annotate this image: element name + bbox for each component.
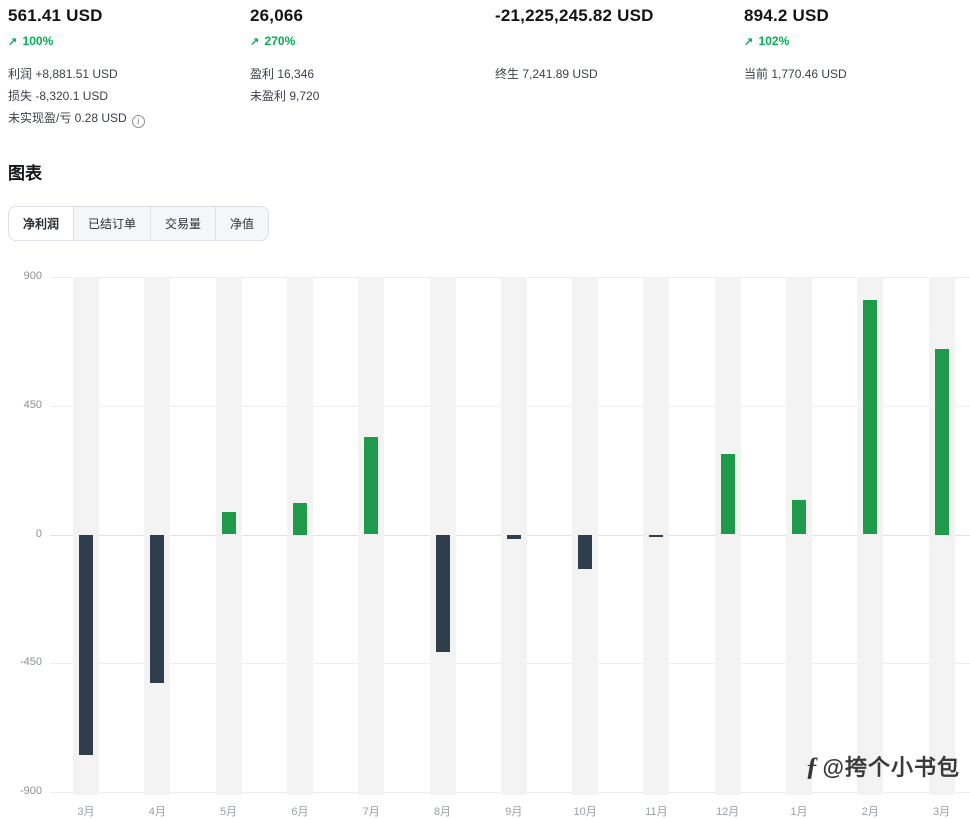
- stat-detail: 终生 7,241.89 USD: [495, 67, 598, 81]
- stat-value: 561.41 USD: [8, 6, 103, 25]
- x-axis-tick-label: 11月: [645, 806, 668, 818]
- y-axis-tick-label: -450: [19, 656, 42, 669]
- chart-tab-2[interactable]: 交易量: [151, 207, 217, 240]
- stat-column: 894.2 USD ↗ 102% 当前 1,770.46 USD: [744, 6, 847, 129]
- x-axis-tick-label: 8月: [433, 806, 452, 818]
- stat-change: [495, 34, 744, 49]
- bar-3月: [79, 534, 93, 755]
- section-title: 图表: [8, 164, 42, 183]
- trend-up-icon: ↗: [250, 36, 260, 48]
- net-profit-bar-chart: 900 450 0 -450 -900 3月 4月 5月 6月 7月 8月 9月 10月 11月 12月 1月…: [0, 267, 970, 819]
- x-axis-tick-label: 6月: [291, 806, 309, 818]
- stat-detail: 当前 1,770.46 USD: [744, 67, 847, 81]
- stat-detail: 损失 -8,320.1 USD: [8, 89, 109, 103]
- stats-row: 561.41 USD ↗ 100% 利润 +8,881.51 USD 损失 -8,32…: [0, 0, 970, 129]
- stat-change: ↗ 102%: [744, 34, 790, 48]
- bar-background-band: [215, 277, 242, 795]
- stat-change: ↗ 270%: [250, 34, 296, 48]
- chart-tab-0[interactable]: 净利润: [9, 207, 75, 240]
- x-axis-tick-label: 3月: [933, 806, 951, 818]
- bar-6月: [292, 503, 307, 535]
- watermark-text: @挎个小书包: [822, 755, 960, 780]
- bar-9月: [506, 534, 521, 539]
- chart-tab-3[interactable]: 净值: [216, 207, 268, 240]
- bar-3月: [934, 348, 949, 535]
- bar-11月: [649, 534, 664, 537]
- x-axis-tick-label: 12月: [716, 806, 740, 818]
- watermark-logo-icon: ƒ: [805, 752, 820, 781]
- watermark: ƒ @挎个小书包: [806, 750, 960, 782]
- stat-detail: 未盈利 9,720: [250, 89, 320, 103]
- bar-5月: [221, 511, 236, 535]
- stat-column: 561.41 USD ↗ 100% 利润 +8,881.51 USD 损失 -8,32…: [8, 6, 250, 129]
- stat-detail: 利润 +8,881.51 USD: [8, 67, 118, 81]
- bar-7月: [364, 437, 379, 535]
- x-axis-tick-label: 9月: [505, 806, 523, 818]
- x-axis-tick-label: 1月: [790, 806, 808, 818]
- info-icon[interactable]: i: [131, 115, 145, 128]
- bar-12月: [720, 454, 735, 535]
- x-axis-tick-label: 10月: [573, 806, 597, 818]
- stat-column: 26,066 ↗ 270% 盈利 16,346 未盈利 9,720: [250, 6, 495, 129]
- bar-8月: [435, 534, 450, 652]
- trend-up-icon: ↗: [8, 36, 18, 48]
- stat-value: -21,225,245.82 USD: [495, 6, 654, 25]
- chart-tabs: 净利润 已结订单 交易量 净值: [8, 206, 270, 241]
- chart-tab-1[interactable]: 已结订单: [74, 207, 152, 240]
- bar-1月: [792, 500, 806, 535]
- stat-column: -21,225,245.82 USD 终生 7,241.89 USD: [495, 6, 744, 129]
- bar-4月: [150, 534, 165, 684]
- x-axis-tick-label: 4月: [148, 806, 166, 818]
- y-axis-tick-label: 450: [23, 398, 42, 411]
- stat-detail: 盈利 16,346: [250, 67, 315, 81]
- bar-2月: [863, 299, 878, 535]
- x-axis-tick-label: 5月: [220, 806, 238, 818]
- stat-value: 26,066: [250, 6, 304, 25]
- stat-detail: 未实现盈/亏 0.28 USD i: [8, 107, 250, 129]
- stat-change: ↗ 100%: [8, 34, 54, 48]
- bar-background-band: [286, 277, 313, 795]
- bar-background-band: [714, 277, 741, 795]
- bar-background-band: [358, 277, 385, 795]
- y-axis-tick-label: 0: [35, 527, 42, 540]
- x-axis-tick-label: 7月: [362, 806, 380, 818]
- trend-up-icon: ↗: [744, 36, 754, 48]
- y-axis-tick-label: -900: [19, 785, 42, 797]
- bar-background-band: [786, 277, 812, 795]
- x-axis-tick-label: 2月: [861, 806, 879, 818]
- bar-10月: [578, 534, 593, 569]
- y-axis-tick-label: 900: [23, 270, 42, 282]
- x-axis-tick-label: 3月: [77, 806, 95, 818]
- stat-value: 894.2 USD: [744, 6, 829, 25]
